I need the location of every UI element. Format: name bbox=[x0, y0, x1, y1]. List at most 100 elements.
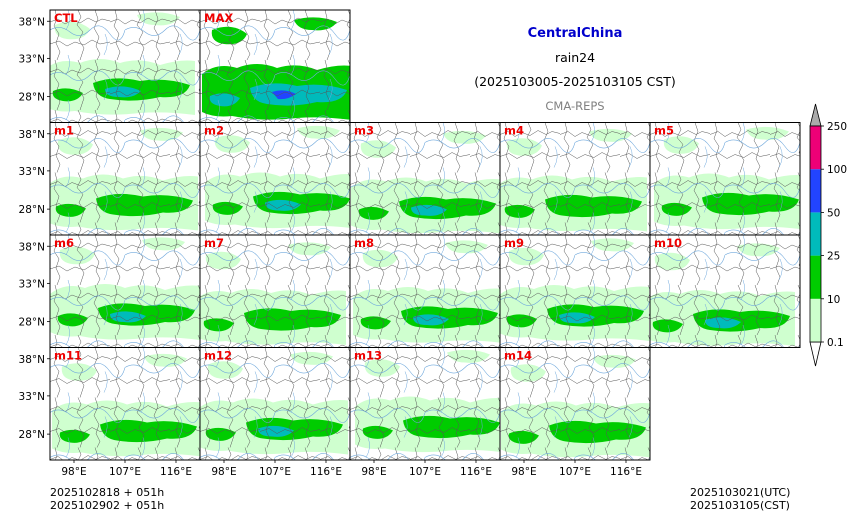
variable-title: rain24 bbox=[554, 50, 596, 65]
valid-time-utc: 2025103021(UTC) bbox=[690, 486, 791, 499]
y-tick-label: 28°N bbox=[19, 92, 45, 104]
rivers bbox=[200, 10, 350, 123]
panel-frame bbox=[649, 234, 801, 348]
colorbar-segment bbox=[810, 169, 821, 213]
panel-body bbox=[500, 347, 650, 460]
colorbar-under-arrow bbox=[809, 341, 822, 367]
map-panel-m7: m7 bbox=[199, 234, 351, 348]
rivers bbox=[350, 347, 500, 460]
colorbar-over-arrow bbox=[809, 103, 822, 127]
map-panel-m11: m11 bbox=[49, 347, 201, 461]
rivers bbox=[200, 122, 350, 235]
panel-label: m1 bbox=[54, 124, 74, 138]
title-block: CentralChina rain24 (2025103005-20251031… bbox=[430, 22, 720, 118]
panel-body bbox=[350, 235, 500, 348]
rivers bbox=[350, 122, 500, 235]
region-title: CentralChina bbox=[527, 26, 623, 41]
colorbar-tick-label: 10 bbox=[827, 294, 840, 306]
panel-body bbox=[350, 122, 500, 235]
y-tick-label: 38°N bbox=[19, 16, 45, 28]
x-tick-label: 98°E bbox=[361, 466, 386, 478]
y-tick-label: 38°N bbox=[19, 241, 45, 253]
map-panel-m14: m14 bbox=[499, 347, 651, 461]
panel-label: m8 bbox=[354, 236, 374, 250]
map-panel-m4: m4 bbox=[499, 122, 651, 236]
valid-time-cst: 2025103105(CST) bbox=[690, 499, 790, 512]
x-tick-label: 116°E bbox=[160, 466, 192, 478]
init-time-cst: 2025102902 + 051h bbox=[50, 499, 165, 512]
panel-body bbox=[500, 122, 650, 235]
panel-label: m13 bbox=[354, 349, 382, 363]
panel-label: m5 bbox=[654, 124, 674, 138]
map-panel-ctl: CTL bbox=[49, 9, 201, 123]
panel-label: CTL bbox=[54, 11, 78, 25]
colorbar-segment bbox=[810, 298, 821, 342]
y-tick-label: 28°N bbox=[19, 317, 45, 329]
rivers bbox=[200, 235, 350, 348]
panel-body bbox=[200, 10, 350, 123]
panel-body bbox=[500, 235, 650, 348]
rivers bbox=[650, 235, 800, 348]
y-tick-label: 33°N bbox=[19, 166, 45, 178]
panel-label: m14 bbox=[504, 349, 532, 363]
rivers bbox=[500, 122, 650, 235]
axes-layer: 38°N 33°N 28°N 38°N 33°N 28°N 38°N 33°N 28°N 38°N… bbox=[19, 16, 642, 478]
map-panel-m5: m5 bbox=[649, 122, 801, 236]
rivers bbox=[350, 235, 500, 348]
panel-label: m12 bbox=[204, 349, 232, 363]
map-panel-m12: m12 bbox=[199, 347, 351, 461]
panels-layer: CTL MAX m1 m2 m3 m4 m5 m6 m7 m8 m9 m10 m11 m12 m13 m14 bbox=[49, 9, 801, 461]
rivers bbox=[50, 10, 200, 123]
x-tick-label: 98°E bbox=[511, 466, 536, 478]
colorbar-tick-label: 0.1 bbox=[827, 337, 844, 349]
panel-label: MAX bbox=[204, 11, 233, 25]
panel-label: m10 bbox=[654, 236, 682, 250]
map-panel-m9: m9 bbox=[499, 234, 651, 348]
panel-label: m11 bbox=[54, 349, 82, 363]
map-panel-m6: m6 bbox=[49, 234, 201, 348]
colorbar-segment bbox=[810, 255, 821, 299]
panel-label: m7 bbox=[204, 236, 224, 250]
colorbar-frame bbox=[809, 125, 822, 343]
panel-body bbox=[350, 347, 500, 460]
rivers bbox=[50, 347, 200, 460]
panel-body bbox=[650, 122, 800, 235]
rivers bbox=[50, 122, 200, 235]
period-title: (2025103005-2025103105 CST) bbox=[474, 74, 676, 89]
y-tick-label: 33°N bbox=[19, 278, 45, 290]
map-panel-m8: m8 bbox=[349, 234, 501, 348]
init-time-utc: 2025102818 + 051h bbox=[50, 486, 165, 499]
colorbar-tick-label: 100 bbox=[827, 164, 847, 176]
panel-label: m4 bbox=[504, 124, 524, 138]
colorbar: 0.1 10 25 50 100 250 bbox=[809, 103, 847, 367]
model-name: CMA-REPS bbox=[545, 99, 605, 113]
rivers bbox=[500, 347, 650, 460]
y-tick-label: 28°N bbox=[19, 429, 45, 441]
map-panel-m2: m2 bbox=[199, 122, 351, 236]
x-tick-label: 98°E bbox=[211, 466, 236, 478]
panel-body bbox=[50, 10, 200, 123]
x-tick-label: 107°E bbox=[109, 466, 141, 478]
y-tick-label: 38°N bbox=[19, 129, 45, 141]
colorbar-tick-label: 25 bbox=[827, 251, 840, 263]
map-panel-m3: m3 bbox=[349, 122, 501, 236]
panel-label: m9 bbox=[504, 236, 524, 250]
rivers bbox=[50, 235, 200, 348]
rivers bbox=[650, 122, 800, 235]
x-tick-label: 107°E bbox=[259, 466, 291, 478]
panel-body bbox=[50, 347, 200, 460]
panel-body bbox=[650, 235, 800, 348]
colorbar-tick-label: 250 bbox=[827, 121, 847, 133]
x-tick-label: 107°E bbox=[559, 466, 591, 478]
panel-body bbox=[50, 122, 200, 235]
y-tick-label: 38°N bbox=[19, 354, 45, 366]
rivers bbox=[200, 347, 350, 460]
y-tick-label: 28°N bbox=[19, 204, 45, 216]
panel-label: m6 bbox=[54, 236, 74, 250]
panel-body bbox=[50, 235, 200, 348]
panel-label: m2 bbox=[204, 124, 224, 138]
colorbar-tick-label: 50 bbox=[827, 207, 840, 219]
x-tick-label: 116°E bbox=[610, 466, 642, 478]
colorbar-segment bbox=[810, 126, 821, 170]
